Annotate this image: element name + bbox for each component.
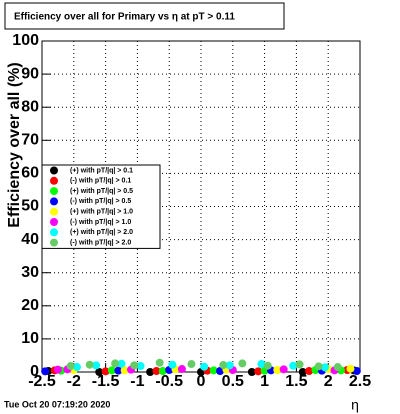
x-tick-label: 0.5 <box>222 373 244 390</box>
point <box>130 361 139 370</box>
legend-marker <box>50 187 58 196</box>
x-tick-label: -1.5 <box>92 373 120 390</box>
x-tick-label: 2 <box>324 373 333 390</box>
point <box>177 365 186 374</box>
point <box>333 363 342 372</box>
legend-marker <box>50 197 58 206</box>
point <box>66 362 75 371</box>
point <box>85 360 94 369</box>
legend-label: (+) with pT/|q| > 0.5 <box>70 188 133 195</box>
point <box>187 360 196 369</box>
legend-marker <box>50 218 58 226</box>
y-tick-label: 60 <box>21 165 39 182</box>
point <box>95 368 104 376</box>
point <box>155 358 164 367</box>
y-tick-label: 20 <box>21 297 39 314</box>
point <box>117 359 126 368</box>
y-tick-label: 100 <box>12 32 39 49</box>
point <box>152 367 161 376</box>
point <box>238 359 247 368</box>
point <box>263 361 272 370</box>
title-box <box>4 2 285 30</box>
x-tick-label: 2.5 <box>349 373 371 390</box>
y-tick-label: 40 <box>21 231 39 248</box>
y-tick-label: 0 <box>30 363 39 380</box>
legend-label: (+) with pT/|q| > 0.1 <box>70 167 133 174</box>
x-tick-label: -2.5 <box>28 373 56 390</box>
point <box>254 367 263 376</box>
point <box>168 360 177 369</box>
chart-title: Efficiency over all for Primary vs η at … <box>14 12 235 23</box>
y-tick-label: 80 <box>21 98 39 115</box>
x-axis-label: η <box>351 397 359 413</box>
point <box>101 367 110 376</box>
legend-label: (+) with pT/|q| > 1.0 <box>70 209 133 216</box>
point <box>92 361 101 370</box>
point <box>216 367 225 376</box>
legend-marker <box>50 238 58 247</box>
point <box>209 366 218 375</box>
point <box>305 367 314 376</box>
point <box>158 367 167 376</box>
legend-label: (-) with pT/|q| > 2.0 <box>70 239 131 246</box>
point <box>273 366 282 375</box>
point <box>321 363 330 372</box>
point <box>279 365 288 374</box>
legend-label: (-) with pT/|q| > 1.0 <box>70 219 131 226</box>
y-tick-label: 50 <box>21 198 39 215</box>
y-tick-label: 30 <box>21 264 39 281</box>
point <box>257 360 266 369</box>
legend-marker <box>50 207 58 216</box>
legend-marker <box>50 166 58 175</box>
point <box>314 362 323 371</box>
legend-marker <box>50 228 58 237</box>
point <box>289 361 298 370</box>
legend-label: (+) with pT/|q| > 2.0 <box>70 229 133 236</box>
x-tick-label: 1.5 <box>285 373 307 390</box>
y-tick-label: 10 <box>21 330 39 347</box>
x-tick-label: -0.5 <box>155 373 183 390</box>
point <box>200 362 209 371</box>
point <box>225 361 234 370</box>
point <box>298 368 307 376</box>
point <box>136 362 145 371</box>
point <box>41 367 50 376</box>
timestamp: Tue Oct 20 07:19:20 2020 <box>4 399 110 409</box>
point <box>295 360 304 369</box>
point <box>247 368 256 376</box>
legend-marker <box>50 176 58 185</box>
x-tick-label: 0 <box>197 373 206 390</box>
point <box>352 367 361 376</box>
point <box>114 366 123 375</box>
legend-label: (-) with pT/|q| > 0.1 <box>70 178 131 185</box>
y-tick-label: 90 <box>21 65 39 82</box>
x-tick-label: -2 <box>67 373 81 390</box>
legend-box <box>41 164 161 249</box>
point <box>346 364 355 373</box>
y-axis-label: Efficiency over all (%) <box>6 62 23 227</box>
point <box>146 368 155 376</box>
x-tick-label: 1 <box>260 373 269 390</box>
x-tick-label: -1 <box>130 373 144 390</box>
point <box>219 361 228 370</box>
point <box>111 359 120 368</box>
legend-label: (-) with pT/|q| > 0.5 <box>70 198 131 205</box>
y-tick-label: 70 <box>21 132 39 149</box>
point <box>107 366 116 375</box>
point <box>72 363 81 372</box>
point <box>53 365 62 374</box>
point <box>120 366 129 375</box>
